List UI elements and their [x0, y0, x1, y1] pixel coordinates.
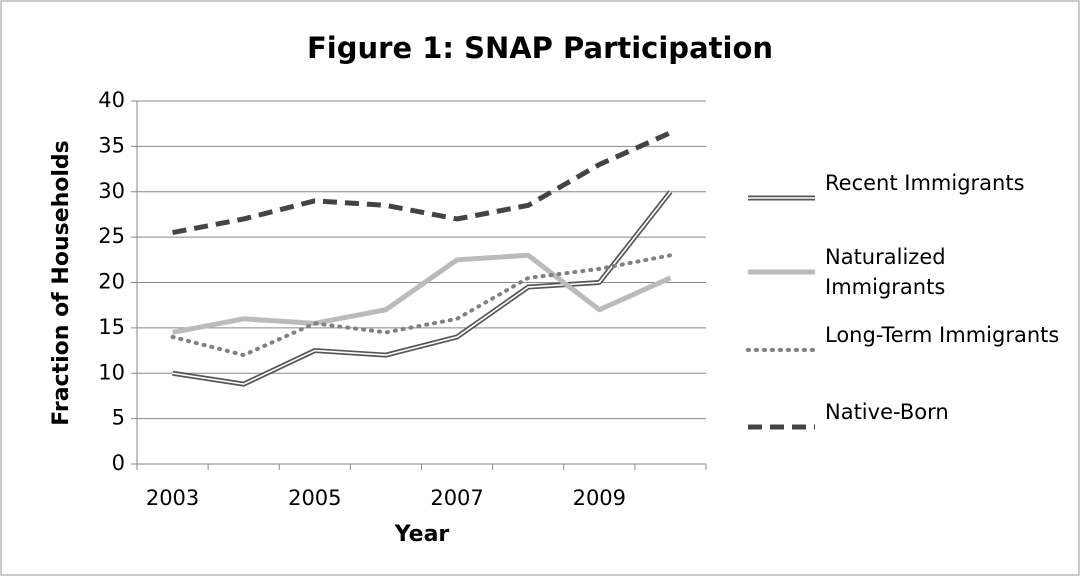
y-tick-label: 5 [112, 406, 125, 430]
x-tick-label: 2003 [146, 486, 199, 510]
y-tick-label: 0 [112, 451, 125, 475]
x-tick-label: 2009 [573, 486, 626, 510]
x-axis-label: Year [394, 522, 450, 547]
y-tick-label: 30 [98, 179, 125, 203]
y-tick-label: 40 [98, 88, 125, 112]
y-tick-label: 15 [98, 315, 125, 339]
chart-title: Figure 1: SNAP Participation [307, 31, 773, 65]
series-line [172, 130, 672, 236]
legend-label: Native-Born [825, 400, 949, 424]
y-tick-label: 25 [98, 224, 125, 248]
series-line [172, 252, 672, 335]
y-tick-label: 20 [98, 270, 125, 294]
x-tick-label: 2007 [430, 486, 483, 510]
y-axis-label: Fraction of Households [49, 140, 74, 426]
legend-label: Naturalized Immigrants [825, 245, 946, 299]
y-tick-label: 10 [98, 360, 125, 384]
x-tick-label: 2005 [288, 486, 341, 510]
y-tick-label: 35 [98, 133, 125, 157]
legend-label: Recent Immigrants [825, 171, 1025, 195]
series-line [170, 253, 673, 358]
series-line-inner [172, 191, 672, 385]
legend-label: Long-Term Immigrants [825, 323, 1060, 347]
